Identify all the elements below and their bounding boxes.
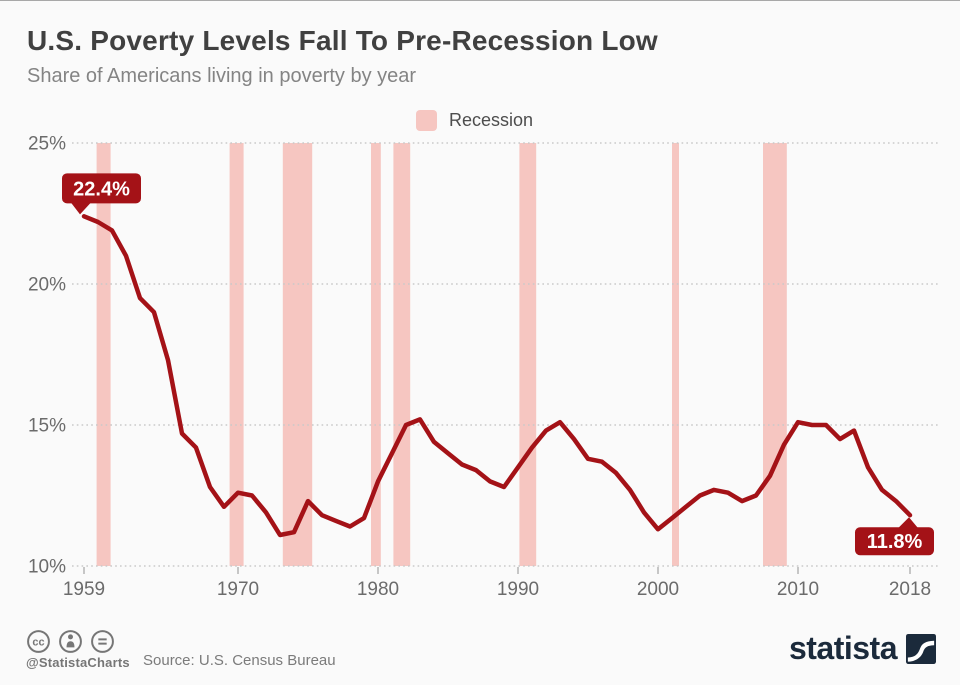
svg-text:1970: 1970 xyxy=(217,579,259,600)
statista-wordmark: statista xyxy=(788,630,898,666)
license-icons: cc xyxy=(26,629,115,654)
svg-text:1980: 1980 xyxy=(357,579,399,600)
equals-icon[interactable] xyxy=(90,629,115,654)
page-title: U.S. Poverty Levels Fall To Pre-Recessio… xyxy=(27,25,658,56)
end-value-badge: 11.8% xyxy=(855,517,934,556)
poverty-rate-line xyxy=(81,214,913,538)
legend: Recession xyxy=(416,110,533,131)
recession-legend-swatch xyxy=(416,110,437,131)
start-value-label: 22.4% xyxy=(73,178,130,200)
svg-text:25%: 25% xyxy=(28,134,66,155)
svg-text:cc: cc xyxy=(32,636,44,648)
page-subtitle: Share of Americans living in poverty by … xyxy=(27,65,417,87)
statista-logo[interactable]: statista xyxy=(788,630,936,666)
gridlines xyxy=(72,142,940,567)
svg-text:2018: 2018 xyxy=(889,579,931,600)
x-axis: 1959 1970 1980 1990 2000 2010 2018 xyxy=(63,567,931,600)
start-value-badge: 22.4% xyxy=(62,173,141,215)
svg-text:15%: 15% xyxy=(28,416,66,437)
y-axis-labels: 25% 20% 15% 10% xyxy=(28,134,66,578)
svg-text:2010: 2010 xyxy=(777,579,819,600)
statista-logo-icon xyxy=(906,634,936,664)
svg-text:20%: 20% xyxy=(28,275,66,296)
svg-text:1990: 1990 xyxy=(497,579,539,600)
source-text: Source: U.S. Census Bureau xyxy=(143,652,336,669)
cc-icon[interactable]: cc xyxy=(26,629,51,654)
svg-text:10%: 10% xyxy=(28,557,66,578)
attribution-icon[interactable] xyxy=(58,629,83,654)
statista-charts-handle[interactable]: @StatistaCharts xyxy=(26,655,130,670)
recession-legend-label: Recession xyxy=(449,110,534,130)
recession-bands xyxy=(96,143,787,566)
svg-text:1959: 1959 xyxy=(63,579,105,600)
end-value-label: 11.8% xyxy=(867,531,923,553)
svg-text:2000: 2000 xyxy=(637,579,679,600)
